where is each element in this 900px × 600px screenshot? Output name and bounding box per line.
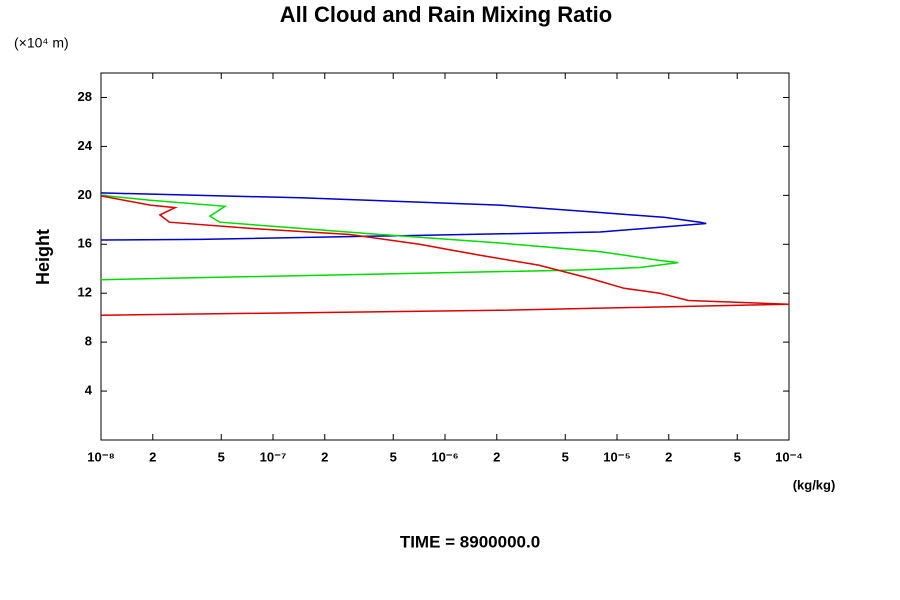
x-tick-label: 2 xyxy=(321,449,328,464)
x-tick-label: 2 xyxy=(665,449,672,464)
x-tick-label: 10⁻⁷ xyxy=(260,449,287,464)
y-tick-label: 28 xyxy=(78,89,92,104)
y-tick-label: 8 xyxy=(85,334,92,349)
y-tick-label: 12 xyxy=(78,285,92,300)
y-tick-label: 20 xyxy=(78,187,92,202)
x-tick-label: 10⁻⁴ xyxy=(775,449,803,464)
chart-title: All Cloud and Rain Mixing Ratio xyxy=(280,2,612,27)
x-tick-label: 10⁻⁶ xyxy=(431,449,458,464)
x-tick-label: 10⁻⁵ xyxy=(603,449,630,464)
x-tick-label: 2 xyxy=(493,449,500,464)
profile-line xyxy=(100,194,679,281)
y-tick-label: 4 xyxy=(85,383,93,398)
profile-line xyxy=(100,192,707,241)
plot-frame xyxy=(100,72,790,441)
y-axis-label: Height xyxy=(33,229,53,285)
x-tick-label: 5 xyxy=(734,449,741,464)
y-units: (×10⁴ m) xyxy=(14,35,69,51)
x-units: (kg/kg) xyxy=(793,477,836,492)
y-tick-label: 16 xyxy=(78,236,92,251)
x-tick-label: 5 xyxy=(218,449,225,464)
x-tick-label: 10⁻⁸ xyxy=(87,449,114,464)
time-label: TIME = 8900000.0 xyxy=(400,532,540,551)
x-tick-label: 5 xyxy=(562,449,569,464)
y-tick-label: 24 xyxy=(78,138,93,153)
profile-line xyxy=(100,195,790,316)
x-tick-label: 5 xyxy=(390,449,397,464)
x-tick-label: 2 xyxy=(149,449,156,464)
